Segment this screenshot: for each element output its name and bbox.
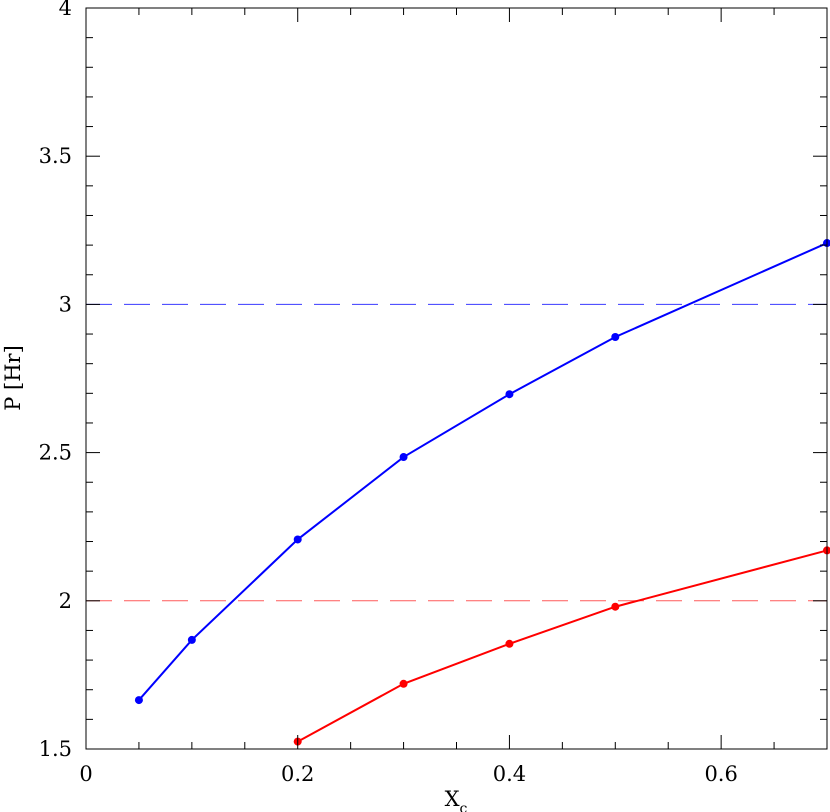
y-tick-label: 4 [59, 0, 72, 20]
series-layer [134, 239, 830, 746]
tick-marks [85, 7, 828, 750]
reference-lines [86, 303, 827, 602]
x-axis-title-subscript: c [460, 801, 468, 812]
y-tick-label: 3.5 [39, 144, 72, 168]
series-2-point [611, 602, 620, 611]
y-tick-label: 3 [59, 292, 72, 316]
tick-labels: 0 0.2 0.4 0.6 1.5 2 2.5 3 3.5 4 [39, 0, 738, 786]
x-tick-label: 0 [79, 762, 92, 786]
series-2-point [505, 639, 514, 648]
series-2-point [399, 679, 408, 688]
series-1-point [187, 635, 196, 644]
x-tick-label: 0.2 [281, 762, 314, 786]
series-1-point [505, 390, 514, 399]
series-1-point [611, 333, 620, 342]
series-1-line [138, 242, 828, 701]
series-1-point [134, 696, 143, 705]
y-tick-label: 2.5 [39, 441, 72, 465]
y-tick-label: 1.5 [39, 737, 72, 761]
y-axis-title: P [Hr] [1, 345, 25, 411]
x-tick-label: 0.6 [704, 762, 737, 786]
series-1-point [399, 453, 408, 462]
x-tick-label: 0.4 [493, 762, 526, 786]
series-2-line [297, 549, 828, 743]
y-tick-label: 2 [59, 589, 72, 613]
series-1-point [293, 535, 302, 544]
plot-frame [85, 7, 828, 750]
x-axis-title: Xc [445, 787, 468, 812]
x-axis-title-main: X [445, 787, 460, 811]
